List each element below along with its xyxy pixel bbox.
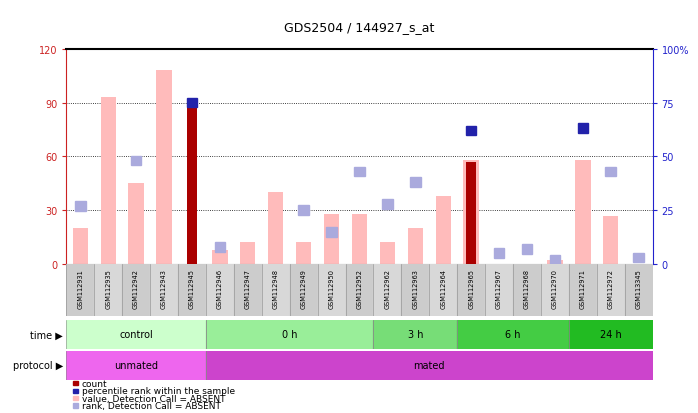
- Bar: [131, 157, 142, 166]
- Bar: [597, 264, 625, 316]
- Text: 3 h: 3 h: [408, 330, 423, 339]
- Bar: [373, 264, 401, 316]
- Bar: [298, 206, 309, 216]
- Bar: [156, 71, 172, 264]
- Bar: [352, 214, 367, 264]
- Text: GSM112952: GSM112952: [357, 268, 362, 309]
- Bar: [318, 264, 346, 316]
- Bar: [569, 264, 597, 316]
- Bar: [346, 264, 373, 316]
- Bar: [324, 214, 339, 264]
- Text: 0 h: 0 h: [282, 330, 297, 339]
- Text: control: control: [119, 330, 153, 339]
- Bar: [101, 98, 116, 264]
- Text: unmated: unmated: [114, 361, 158, 370]
- Bar: [410, 178, 421, 188]
- Text: 6 h: 6 h: [505, 330, 521, 339]
- Bar: [326, 227, 337, 237]
- Bar: [214, 242, 225, 252]
- Text: GDS2504 / 144927_s_at: GDS2504 / 144927_s_at: [284, 21, 435, 33]
- Bar: [429, 264, 457, 316]
- Text: GSM112964: GSM112964: [440, 268, 446, 309]
- Text: 24 h: 24 h: [600, 330, 622, 339]
- Text: value, Detection Call = ABSENT: value, Detection Call = ABSENT: [82, 394, 225, 403]
- Text: rank, Detection Call = ABSENT: rank, Detection Call = ABSENT: [82, 401, 221, 410]
- Bar: [187, 100, 197, 264]
- Bar: [605, 167, 616, 177]
- Bar: [569, 320, 653, 349]
- Bar: [290, 264, 318, 316]
- Bar: [401, 264, 429, 316]
- Bar: [66, 320, 206, 349]
- Bar: [382, 199, 393, 209]
- Bar: [463, 161, 479, 264]
- Bar: [625, 264, 653, 316]
- Bar: [296, 243, 311, 264]
- Text: GSM112942: GSM112942: [133, 268, 139, 309]
- Bar: [485, 264, 513, 316]
- Bar: [521, 244, 533, 254]
- Bar: [408, 228, 423, 264]
- Bar: [206, 264, 234, 316]
- Bar: [466, 126, 477, 136]
- Bar: [549, 255, 560, 265]
- Text: time ▶: time ▶: [30, 330, 63, 339]
- Text: GSM112931: GSM112931: [77, 268, 83, 308]
- Bar: [457, 320, 569, 349]
- Bar: [577, 124, 588, 134]
- Bar: [122, 264, 150, 316]
- Text: GSM112946: GSM112946: [217, 268, 223, 309]
- Bar: [436, 196, 451, 264]
- Text: GSM112945: GSM112945: [189, 268, 195, 309]
- Bar: [513, 264, 541, 316]
- Text: GSM112972: GSM112972: [608, 268, 614, 309]
- Text: protocol ▶: protocol ▶: [13, 361, 63, 370]
- Bar: [457, 264, 485, 316]
- Bar: [633, 253, 644, 263]
- Text: GSM112935: GSM112935: [105, 268, 111, 308]
- Text: GSM112971: GSM112971: [580, 268, 586, 308]
- Bar: [354, 167, 365, 177]
- Text: GSM112968: GSM112968: [524, 268, 530, 309]
- Bar: [493, 249, 505, 259]
- Bar: [380, 243, 395, 264]
- Bar: [178, 264, 206, 316]
- Bar: [541, 264, 569, 316]
- Bar: [240, 243, 255, 264]
- Bar: [206, 320, 373, 349]
- Bar: [206, 351, 653, 380]
- Text: GSM112948: GSM112948: [273, 268, 279, 309]
- Bar: [262, 264, 290, 316]
- Bar: [575, 161, 591, 264]
- Text: GSM112950: GSM112950: [329, 268, 334, 309]
- Bar: [66, 351, 206, 380]
- Bar: [234, 264, 262, 316]
- Text: GSM112962: GSM112962: [385, 268, 390, 309]
- Bar: [547, 261, 563, 264]
- Bar: [212, 250, 228, 264]
- Text: GSM112943: GSM112943: [161, 268, 167, 308]
- Text: GSM112967: GSM112967: [496, 268, 502, 309]
- Bar: [66, 264, 94, 316]
- Text: count: count: [82, 379, 107, 388]
- Bar: [73, 228, 88, 264]
- Text: GSM112970: GSM112970: [552, 268, 558, 309]
- Text: percentile rank within the sample: percentile rank within the sample: [82, 386, 235, 395]
- Bar: [94, 264, 122, 316]
- Bar: [186, 98, 198, 108]
- Bar: [75, 202, 86, 211]
- Text: GSM112963: GSM112963: [413, 268, 418, 308]
- Bar: [466, 162, 476, 264]
- Text: GSM112947: GSM112947: [245, 268, 251, 309]
- Bar: [603, 216, 618, 264]
- Bar: [150, 264, 178, 316]
- Text: GSM112965: GSM112965: [468, 268, 474, 309]
- Text: mated: mated: [413, 361, 445, 370]
- Bar: [268, 193, 283, 264]
- Text: GSM113345: GSM113345: [636, 268, 641, 308]
- Bar: [373, 320, 457, 349]
- Bar: [128, 184, 144, 264]
- Text: GSM112949: GSM112949: [301, 268, 306, 308]
